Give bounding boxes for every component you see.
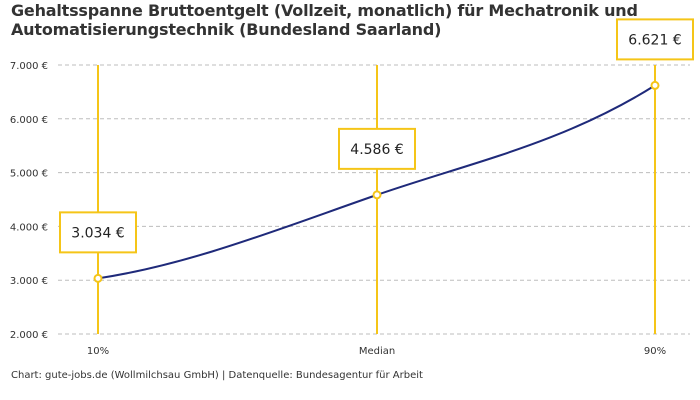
value-label: 4.586 € (350, 142, 403, 158)
value-label-box (59, 211, 137, 254)
y-tick-label: 7.000 € (10, 61, 48, 72)
value-label: 3.034 € (71, 225, 124, 241)
value-label-box (338, 127, 416, 170)
data-point (650, 80, 660, 90)
x-tick-label: Median (359, 346, 395, 357)
y-tick-label: 6.000 € (10, 115, 48, 126)
source-note: Chart: gute-jobs.de (Wollmilchsau GmbH) … (11, 370, 423, 381)
value-label: 6.621 € (628, 32, 681, 48)
y-tick-label: 5.000 € (10, 169, 48, 180)
chart-title: Gehaltsspanne Bruttoentgelt (Vollzeit, m… (11, 1, 638, 39)
value-label-box (616, 18, 694, 61)
y-tick-label: 2.000 € (10, 330, 48, 341)
x-tick-label: 10% (87, 346, 109, 357)
data-point (93, 273, 103, 283)
x-tick-label: 90% (644, 346, 666, 357)
data-point (372, 190, 382, 200)
y-tick-label: 3.000 € (10, 276, 48, 287)
y-tick-label: 4.000 € (10, 222, 48, 233)
